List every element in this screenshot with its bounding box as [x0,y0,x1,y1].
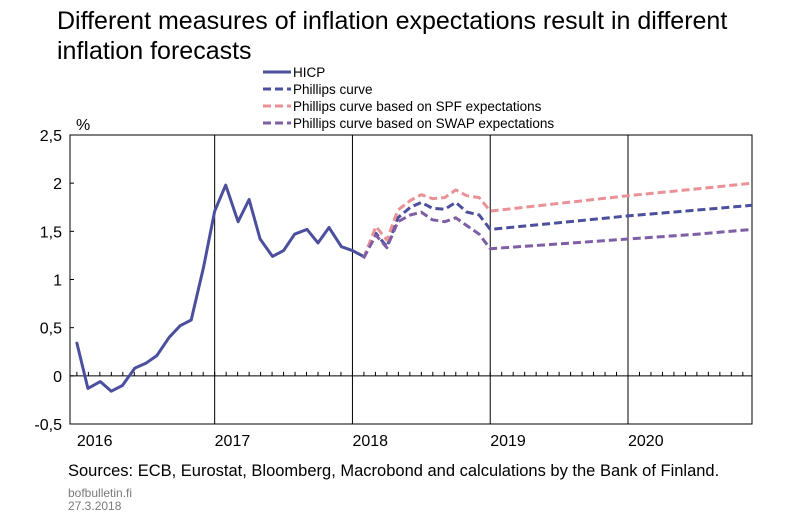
y-tick-label: 2 [53,176,62,193]
source-note: Sources: ECB, Eurostat, Bloomberg, Macro… [68,462,720,480]
x-tick-label: 2020 [628,433,664,450]
date-label: 27.3.2018 [68,499,122,513]
series-line-1 [362,200,753,259]
legend-label: Phillips curve based on SWAP expectation… [293,116,554,131]
y-tick-label: 1,5 [40,224,62,241]
plot-frame [69,134,753,425]
legend-label: Phillips curve based on SPF expectations [293,99,542,114]
x-tick-label: 2019 [490,433,526,450]
site-label: bofbulletin.fi [68,486,133,500]
y-tick-label: 0 [53,369,62,386]
y-tick-label: 1 [53,273,62,290]
x-tick-label: 2016 [77,433,113,450]
y-tick-label: 0,5 [40,321,62,338]
series-line-2 [362,181,753,259]
y-tick-label: 2,5 [40,128,62,145]
y-tick-label: -0,5 [34,417,62,434]
series-line-3 [362,210,753,260]
y-axis-label: % [76,117,90,134]
series-line-0 [75,183,365,393]
legend-label: Phillips curve [293,82,373,97]
chart-title: Different measures of inflation expectat… [57,7,728,65]
legend-label: HICP [293,65,325,80]
x-tick-label: 2018 [352,433,388,450]
x-tick-label: 2017 [215,433,251,450]
